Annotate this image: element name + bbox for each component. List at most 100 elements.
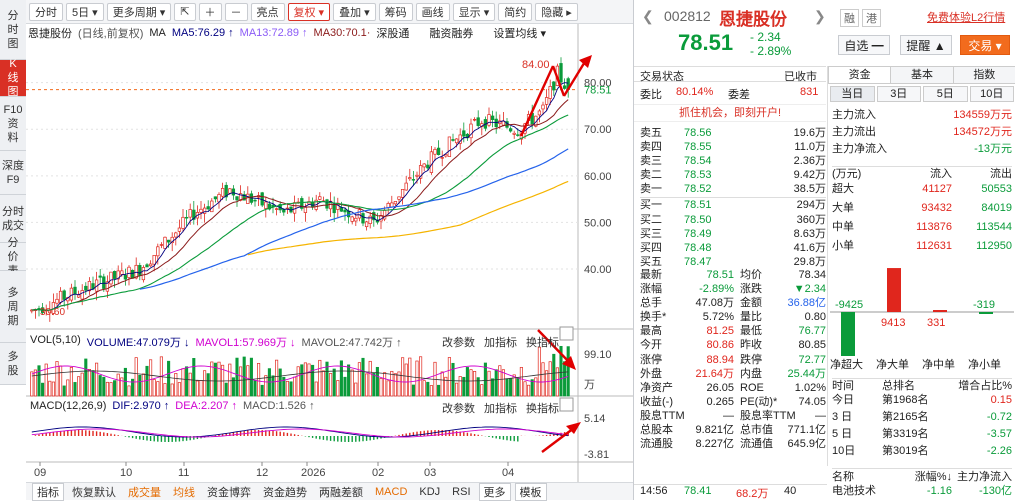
period-tab-3[interactable]: 10日 — [969, 86, 1014, 102]
stat-label: PE(动)* — [740, 395, 778, 408]
rank-row: 10日 第3019名 -2.26 — [832, 443, 1012, 460]
indicator-tab-1[interactable]: 恢复默认 — [72, 486, 116, 499]
candle-body — [148, 263, 153, 267]
toolbar-btn-10[interactable]: 画线 — [415, 2, 450, 21]
indicator-tab-4[interactable]: 资金博弈 — [207, 486, 251, 499]
left-tab-6[interactable]: 多 周 期 — [0, 271, 26, 343]
left-tab-4[interactable]: 分时 成交 — [0, 195, 26, 243]
rank-head: 时间 — [832, 380, 854, 392]
candle-body — [213, 196, 218, 200]
toolbar-btn-2[interactable]: 更多周期 ▾ — [106, 2, 172, 21]
asks-row: 卖三 78.54 2.36万 — [640, 154, 826, 168]
x-axis-label: 2026 — [301, 467, 325, 479]
flow-head: (万元) — [832, 168, 862, 180]
toolbar-btn-8[interactable]: 叠加 ▾ — [333, 2, 376, 21]
sector-table: 名称 涨幅%↓ 主力净流入 电池技术 -1.16 -130亿 — [832, 468, 1012, 498]
toolbar-btn-12[interactable]: 简约 — [498, 2, 533, 21]
mavol1-line — [31, 365, 569, 383]
volume-bar — [98, 375, 102, 397]
panel-tab-1[interactable]: 基本 — [891, 66, 954, 84]
vol-mavol1: MAVOL1:57.969万 ↓ — [195, 337, 296, 349]
panel-tab-0[interactable]: 资金 — [828, 66, 892, 84]
toolbar-btn-6[interactable]: 亮点 — [250, 2, 285, 21]
period-tab-0[interactable]: 当日 — [830, 86, 875, 102]
watchlist-button[interactable]: 自选 ━ — [838, 35, 890, 55]
stat-label: 外盘 — [640, 367, 662, 380]
volume-bar — [343, 376, 347, 397]
left-tab-0[interactable]: 分 时 图 — [0, 0, 26, 60]
indicator-tab-10[interactable]: 更多 — [478, 482, 511, 501]
candle-body — [339, 207, 344, 212]
open-account-banner[interactable]: 抓住机会，即刻开户! — [634, 104, 826, 122]
macd-switch-indicator[interactable]: 换指标 — [526, 403, 559, 415]
vol-change-params[interactable]: 改参数 — [442, 337, 475, 349]
macd-add-indicator[interactable]: 加指标 — [484, 403, 517, 415]
candle-body — [454, 138, 459, 144]
left-tab-5[interactable]: 分 价 表 — [0, 237, 26, 277]
toolbar-btn-0[interactable]: 分时 — [29, 2, 63, 21]
left-tab-1[interactable]: K 线 图 — [0, 58, 26, 98]
price-pct: - 2.89% — [750, 44, 792, 58]
indicator-tab-9[interactable]: RSI — [452, 485, 471, 498]
indicator-tab-0[interactable]: 指标 — [32, 482, 64, 501]
toolbar-btn-3[interactable]: ⇱ — [174, 2, 196, 21]
volume-bar — [516, 377, 520, 397]
indicator-tab-3[interactable]: 均线 — [173, 486, 195, 499]
l2-promo-link[interactable]: 免费体验L2行情 — [927, 12, 1006, 24]
vol-label: VOL(5,10) — [30, 334, 81, 346]
candle-body — [105, 281, 110, 292]
macd-change-params[interactable]: 改参数 — [442, 403, 475, 415]
indicator-tab-7[interactable]: MACD — [375, 485, 408, 498]
volume-bar — [505, 378, 509, 397]
vol-volume: VOLUME:47.079万 ↓ — [86, 337, 190, 349]
indicator-tab-5[interactable]: 资金趋势 — [263, 486, 307, 499]
asks-price: 78.53 — [684, 169, 712, 182]
toolbar-btn-1[interactable]: 5日 ▾ — [66, 2, 104, 21]
volume-bar — [437, 384, 441, 397]
toolbar-btn-11[interactable]: 显示 ▾ — [452, 2, 496, 21]
high-mark: 84.00 — [522, 59, 550, 71]
toolbar-btn-7[interactable]: 复权 ▾ — [287, 2, 331, 21]
flow-in: 113876 — [916, 221, 952, 234]
link-margin[interactable]: 融资融券 — [429, 28, 474, 40]
indicator-tab-6[interactable]: 两融差额 — [319, 486, 363, 499]
volume-bar — [375, 366, 379, 397]
left-tab-3[interactable]: 深度 F9 — [0, 151, 26, 195]
indicator-tab-11[interactable]: 模板 — [514, 482, 547, 501]
link-set-ma[interactable]: 设置均线 ▾ — [493, 28, 546, 40]
period-tab-1[interactable]: 3日 — [876, 86, 921, 102]
net-flow-label: 净小单 — [968, 357, 1001, 371]
left-tab-2[interactable]: F10 资 料 — [0, 97, 26, 151]
indicator-tab-2[interactable]: 成交量 — [128, 486, 161, 499]
vol-add-indicator[interactable]: 加指标 — [484, 337, 517, 349]
link-hk-connect[interactable]: 深股通 — [376, 28, 410, 40]
volume-bar — [77, 376, 81, 397]
alert-button[interactable]: 提醒 ▲ — [900, 35, 952, 55]
panel-tab-2[interactable]: 指数 — [953, 66, 1015, 84]
bids-label: 买二 — [640, 213, 662, 226]
trade-button[interactable]: 交易 ▾ — [960, 35, 1010, 55]
indicator-tab-8[interactable]: KDJ — [419, 485, 441, 498]
candle-body — [145, 264, 149, 268]
legend-ma5: MA5:76.29 ↑ — [171, 27, 234, 39]
sector-name: 电池技术 — [832, 485, 876, 498]
tick-price: 78.41 — [684, 485, 712, 497]
toolbar-btn-13[interactable]: 隐藏 ▸ — [535, 2, 578, 21]
sector-head: 涨幅%↓ — [914, 471, 952, 483]
toolbar-btn-5[interactable]: － — [224, 2, 248, 21]
macd-links: 改参数 加指标 换指标 — [442, 400, 559, 416]
left-tab-7[interactable]: 多 股 — [0, 343, 26, 385]
asks-price: 78.56 — [684, 127, 712, 139]
candle-body — [487, 114, 491, 126]
period-tab-2[interactable]: 5日 — [923, 86, 968, 102]
volume-bar — [41, 382, 45, 397]
toolbar-btn-4[interactable]: ＋ — [198, 2, 222, 21]
toolbar-btn-9[interactable]: 筹码 — [378, 2, 413, 21]
candle-body — [404, 182, 408, 191]
back-icon[interactable]: ❮ — [642, 8, 654, 24]
candle-body — [303, 206, 308, 213]
volume-bar — [246, 365, 250, 397]
vol-switch-indicator[interactable]: 换指标 — [526, 337, 559, 349]
forward-icon[interactable]: ❯ — [814, 8, 826, 24]
